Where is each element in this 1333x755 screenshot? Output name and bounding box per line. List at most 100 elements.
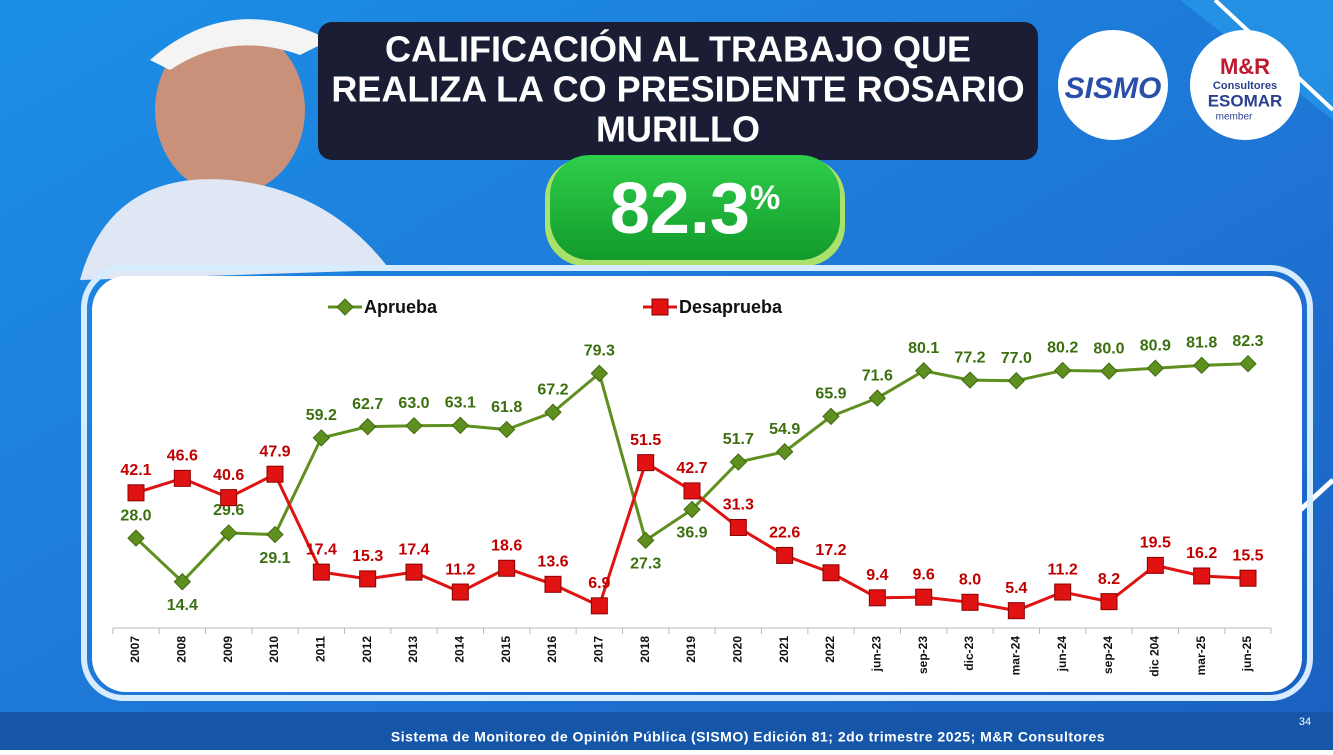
x-tick-label: sep-24 <box>1101 636 1115 674</box>
x-tick-label: 2011 <box>314 636 328 662</box>
data-label: 51.7 <box>723 431 754 448</box>
chart: 2007 2008 2009 2010 2011 2012 2013 2014 2015 2016… <box>112 297 1272 677</box>
x-tick-label: 2018 <box>638 636 652 663</box>
title-line: MURILLO <box>596 109 760 150</box>
headline: 82.3% <box>610 169 780 249</box>
data-label: 14.4 <box>167 597 198 614</box>
x-tick-label: jun-23 <box>870 636 884 673</box>
data-label: 29.1 <box>259 550 290 567</box>
marker <box>312 429 331 447</box>
footer-band <box>0 712 1333 750</box>
marker <box>451 583 469 601</box>
marker <box>729 453 748 471</box>
data-label: 77.2 <box>954 349 985 366</box>
marker <box>1239 355 1257 373</box>
marker <box>1054 583 1072 601</box>
marker <box>1007 372 1026 390</box>
data-label: 13.6 <box>537 554 568 571</box>
marker <box>590 597 608 615</box>
data-label: 80.2 <box>1047 340 1078 357</box>
marker <box>1100 593 1118 611</box>
data-label: 82.3 <box>1232 333 1263 350</box>
data-label: 67.2 <box>537 381 568 398</box>
data-label: 15.5 <box>1232 547 1263 564</box>
data-label: 51.5 <box>630 432 661 449</box>
x-tick-label: 2014 <box>453 636 467 663</box>
marker <box>498 559 516 577</box>
x-tick-label: 2019 <box>684 636 698 663</box>
marker <box>127 484 145 502</box>
logo-text: member <box>1216 112 1253 123</box>
title-box <box>318 22 1038 160</box>
data-label: 65.9 <box>815 386 846 403</box>
data-label: 62.7 <box>352 396 383 413</box>
data-label: 54.9 <box>769 421 800 438</box>
marker <box>868 389 887 407</box>
marker <box>637 454 655 472</box>
marker <box>405 416 423 435</box>
data-label: 5.4 <box>1005 580 1027 597</box>
data-label: 17.4 <box>398 541 429 558</box>
x-tick-label: 2015 <box>499 636 513 663</box>
marker <box>358 417 377 436</box>
marker <box>266 465 284 483</box>
data-label: 77.0 <box>1001 350 1032 367</box>
data-label: 8.0 <box>959 572 981 589</box>
data-label: 16.2 <box>1186 545 1217 562</box>
logo-text: M&R <box>1220 54 1270 79</box>
marker <box>312 563 330 581</box>
data-label: 61.8 <box>491 399 522 416</box>
marker <box>173 573 192 591</box>
marker <box>776 546 794 564</box>
x-tick-label: jun-24 <box>1055 636 1069 673</box>
marker <box>683 482 701 500</box>
data-label: 9.4 <box>866 567 888 584</box>
marker <box>405 563 423 581</box>
x-tick-label: dic 204 <box>1148 636 1162 677</box>
data-label: 15.3 <box>352 548 383 565</box>
data-label: 63.1 <box>445 395 476 412</box>
data-label: 17.2 <box>815 542 846 559</box>
data-label: 6.9 <box>588 575 610 592</box>
marker <box>729 518 747 536</box>
marker <box>173 469 191 487</box>
data-label: 59.2 <box>306 407 337 424</box>
marker <box>1192 356 1211 375</box>
page-number: 34 <box>1299 716 1311 728</box>
x-tick-label: sep-23 <box>916 636 930 674</box>
logo-text: ESOMAR <box>1208 91 1283 110</box>
legend-label: Aprueba <box>364 297 438 317</box>
marker <box>914 362 933 380</box>
marker <box>266 525 284 544</box>
marker <box>636 531 655 550</box>
x-tick-label: 2009 <box>221 636 235 663</box>
x-tick-label: dic-23 <box>962 636 976 671</box>
marker <box>1053 361 1072 380</box>
x-tick-label: 2020 <box>731 636 745 663</box>
data-label: 42.7 <box>676 460 707 477</box>
x-tick-label: 2017 <box>592 636 606 663</box>
marker <box>127 529 145 547</box>
data-label: 29.6 <box>213 502 244 519</box>
data-label: 80.0 <box>1093 340 1124 357</box>
data-label: 71.6 <box>862 367 893 384</box>
legend-marker <box>336 298 354 316</box>
marker <box>915 588 933 606</box>
data-label: 17.4 <box>306 541 337 558</box>
data-label: 28.0 <box>120 507 151 524</box>
x-tick-label: 2016 <box>545 636 559 663</box>
x-tick-label: jun-25 <box>1240 636 1254 673</box>
marker <box>451 416 470 435</box>
data-label: 40.6 <box>213 467 244 484</box>
logo-sismo <box>1058 30 1168 140</box>
panel-frame <box>81 265 1313 701</box>
marker <box>822 564 840 582</box>
x-tick-label: 2013 <box>406 636 420 663</box>
data-label: 11.2 <box>1048 561 1078 578</box>
marker <box>868 589 886 607</box>
marker <box>544 575 562 593</box>
marker <box>822 407 840 426</box>
data-label: 42.1 <box>120 462 151 479</box>
marker <box>497 420 516 439</box>
